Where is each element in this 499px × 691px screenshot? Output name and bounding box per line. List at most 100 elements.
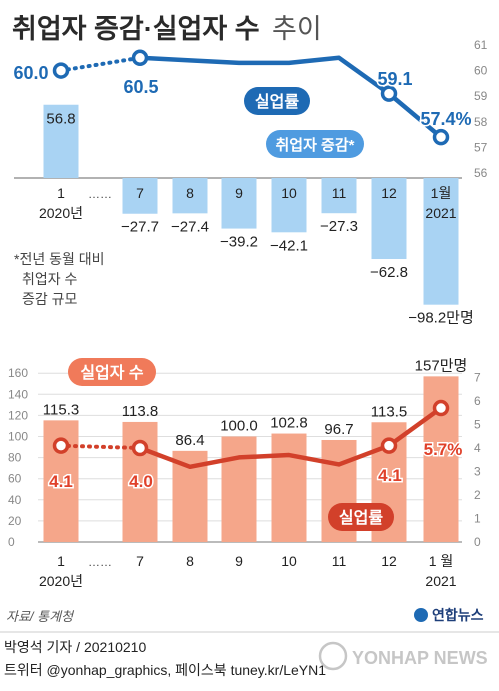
top-category-label: 7 (136, 185, 144, 201)
employment-chart: 61 60 59 58 57 56 60.0 60.5 59.1 57.4% 56.8 −27.7… (12, 38, 488, 327)
top-category-sublabel: 2020년 (39, 205, 83, 221)
employment-rate-tick: 58 (474, 115, 488, 129)
bottom-category-label: 1 (57, 553, 65, 569)
top-category-label: 11 (332, 185, 347, 201)
unemployed-count-bars (43, 376, 459, 542)
employment-rate-point (131, 49, 149, 67)
watermark-text: YONHAP NEWS (352, 648, 488, 668)
unemployed-count-tick: 100 (8, 430, 28, 444)
employment-rate-tick: 59 (474, 89, 488, 103)
unemployed-count-tick: 80 (8, 451, 22, 465)
employment-change-bar (43, 104, 79, 178)
bottom-category-label: 9 (235, 553, 243, 569)
employment-change-bar (221, 178, 257, 229)
bottom-category-label: 7 (136, 553, 144, 569)
employment-rate-axis: 61 60 59 58 57 56 (474, 38, 488, 180)
top-category-sublabel: 2021 (425, 205, 456, 221)
unemployed-count-tick: 120 (8, 408, 28, 422)
unemployed-count-value: 96.7 (324, 421, 353, 438)
unemployment-rate-axis: 7 6 5 4 3 2 1 0 (474, 371, 481, 550)
top-category-label: 9 (235, 185, 243, 201)
unemployment-rate-value: 4.1 (378, 466, 402, 485)
unemployed-count-axis: 160 140 120 100 80 60 40 20 0 (8, 366, 28, 549)
bottom-category-sublabel: 2021 (425, 573, 456, 589)
unemployed-count-tick: 40 (8, 493, 22, 507)
employment-change-bar (172, 178, 208, 214)
employment-change-value: −27.7 (121, 219, 159, 236)
unemployment-rate-tick: 1 (474, 512, 481, 526)
legend-unemployment-rate-label: 실업률 (339, 509, 383, 527)
employment-change-labels: 56.8 −27.7 −27.4 −39.2 −42.1 −27.3 −62.8 −98.2만… (46, 111, 473, 327)
bottom-category-label: 8 (186, 553, 194, 569)
employment-rate-tick: 56 (474, 166, 488, 180)
employment-rate-point (380, 85, 398, 102)
unemployment-rate-line: 4.1 4.0 4.1 5.7% (48, 399, 464, 493)
employment-change-bar (321, 178, 357, 214)
employment-rate-line: 60.0 60.5 59.1 57.4% (12, 49, 473, 146)
top-category-labels: 1 2020년 7 8 9 10 11 12 1월 2021 …… (39, 185, 457, 221)
unemployed-count-tick: 60 (8, 472, 22, 486)
employment-change-value: −42.1 (270, 237, 308, 254)
employment-change-bar (271, 178, 307, 233)
employment-change-bars (43, 104, 459, 305)
unemployed-count-value: 115.3 (43, 401, 79, 418)
employment-rate-value: 60.5 (123, 77, 158, 97)
employment-change-value: −62.8 (370, 264, 408, 281)
employment-change-value: −27.3 (320, 218, 358, 235)
employment-rate-tick: 57 (474, 140, 488, 154)
unemployed-count-bar (221, 436, 257, 542)
employment-change-bar (371, 178, 407, 260)
footnote-line-3: 증감 규모 (22, 291, 78, 307)
unemployment-rate-point (432, 399, 450, 417)
unemployed-count-tick: 20 (8, 514, 22, 528)
top-category-label: 8 (186, 185, 194, 201)
employment-rate-value: 59.1 (377, 69, 412, 89)
watermark: YONHAP NEWS (318, 641, 488, 671)
unemployment-rate-value: 5.7% (424, 440, 463, 459)
author-credit: 박영석 기자 / 20210210 (4, 639, 146, 655)
unemployment-rate-tick: 6 (474, 394, 481, 408)
unemployed-count-value: 113.8 (122, 403, 158, 420)
employment-change-bar (122, 178, 158, 214)
yonhap-logo-text: 연합뉴스 (432, 607, 484, 623)
unemployed-count-tick: 140 (8, 387, 28, 401)
employment-rate-point (432, 128, 450, 146)
footnote-line-1: *전년 동월 대비 (14, 251, 105, 267)
top-category-label: 10 (281, 185, 297, 201)
unemployed-count-value: 100.0 (220, 418, 258, 435)
top-gap-marker: …… (88, 187, 112, 201)
unemployment-rate-value: 4.0 (129, 472, 153, 491)
unemployment-rate-tick: 4 (474, 441, 481, 455)
legend-unemployed-count: 실업자 수 (68, 358, 156, 386)
legend-unemployment-rate: 실업률 (328, 503, 394, 531)
bottom-category-label: 1 월 (429, 553, 454, 569)
employment-rate-value: 57.4% (420, 109, 471, 129)
employment-rate-tick: 61 (474, 38, 488, 52)
social-credit: 트위터 @yonhap_graphics, 페이스북 tuney.kr/LeYN… (4, 662, 326, 678)
legend-employment-change: 취업자 증감* (266, 130, 364, 158)
employment-rate-dotted-segment (59, 55, 142, 73)
watermark-icon (318, 641, 348, 671)
bottom-gap-marker: …… (88, 555, 112, 569)
source-note: 자료/ 통계청 (6, 609, 75, 624)
bottom-category-label: 10 (281, 553, 297, 569)
unemployed-count-labels: 115.3 113.8 86.4 100.0 102.8 96.7 113.5 157만명 (43, 357, 468, 448)
unemployment-rate-dotted-segment (59, 443, 142, 450)
top-category-label: 12 (381, 185, 397, 201)
employment-change-value: −98.2만명 (408, 310, 474, 327)
footnote-line-2: 취업자 수 (22, 271, 78, 287)
yonhap-logo-icon (414, 608, 428, 622)
bottom-category-label: 11 (332, 553, 347, 569)
bottom-category-label: 12 (381, 553, 397, 569)
unemployed-count-value: 86.4 (175, 432, 204, 449)
unemployment-rate-tick: 7 (474, 371, 481, 385)
unemployment-rate-tick: 3 (474, 465, 481, 479)
unemployment-rate-point (131, 439, 149, 457)
employment-change-bar (423, 178, 459, 305)
top-category-label: 1 (57, 185, 65, 201)
employment-change-value: 56.8 (46, 111, 75, 128)
unemployment-rate-tick: 2 (474, 488, 481, 502)
